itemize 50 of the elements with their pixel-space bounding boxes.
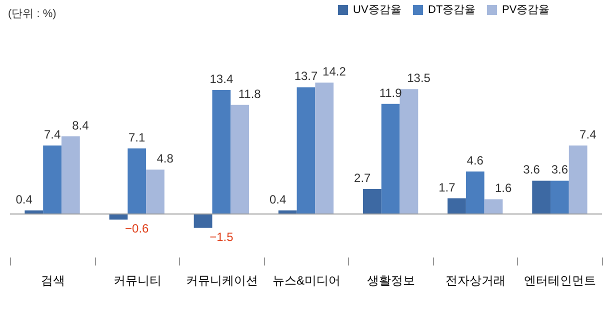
bar — [43, 146, 62, 214]
bar — [484, 199, 503, 214]
data-label: −1.5 — [210, 230, 234, 244]
bar — [381, 104, 400, 214]
bar — [568, 146, 588, 214]
data-label: 13.4 — [210, 72, 234, 86]
data-label: 0.4 — [269, 192, 286, 206]
data-label: 1.6 — [494, 181, 512, 196]
bar — [194, 214, 212, 228]
x-tick-label: 커뮤니티 — [113, 274, 162, 288]
data-label: 7.1 — [128, 130, 146, 144]
data-label: 1.7 — [438, 180, 456, 194]
data-label: 7.4 — [44, 128, 61, 142]
bar — [128, 148, 146, 214]
data-label: 2.7 — [354, 171, 372, 186]
bar — [550, 180, 569, 214]
data-label: 7.4 — [580, 128, 597, 142]
data-label: 14.2 — [322, 64, 346, 79]
data-label: 8.4 — [72, 118, 90, 132]
data-label: 4.6 — [466, 153, 484, 168]
x-tick-label: 생활정보 — [367, 274, 416, 288]
data-label: 11.9 — [379, 86, 402, 100]
legend-label: DT증감율 — [428, 4, 476, 16]
data-label: 0.4 — [16, 192, 33, 206]
data-label: 4.8 — [156, 152, 174, 166]
data-label: 13.5 — [407, 71, 431, 86]
x-tick-label: 검색 — [40, 274, 65, 288]
legend-label: PV증감율 — [502, 4, 550, 16]
data-label: 3.6 — [551, 162, 568, 177]
bar — [61, 136, 80, 214]
data-label: 13.7 — [294, 69, 318, 84]
bar — [212, 90, 231, 214]
x-tick-label: 커뮤니케이션 — [186, 274, 258, 288]
bar — [532, 180, 551, 214]
bar — [315, 82, 334, 214]
bar — [466, 171, 484, 214]
bar — [296, 87, 316, 214]
data-label: 11.8 — [238, 86, 262, 101]
data-label: 3.6 — [523, 162, 540, 177]
bar — [400, 89, 418, 214]
bar — [448, 198, 466, 214]
bar — [230, 104, 250, 214]
data-label: −0.6 — [125, 222, 150, 236]
bar — [146, 170, 164, 214]
x-tick-label: 뉴스&미디어 — [272, 274, 341, 288]
legend-label: UV증감율 — [353, 4, 402, 16]
text: (단위 : %) — [8, 8, 56, 20]
x-tick-label: 엔터테인먼트 — [524, 274, 596, 288]
x-tick-label: 전자상거래 — [446, 274, 506, 288]
bar — [362, 189, 382, 214]
